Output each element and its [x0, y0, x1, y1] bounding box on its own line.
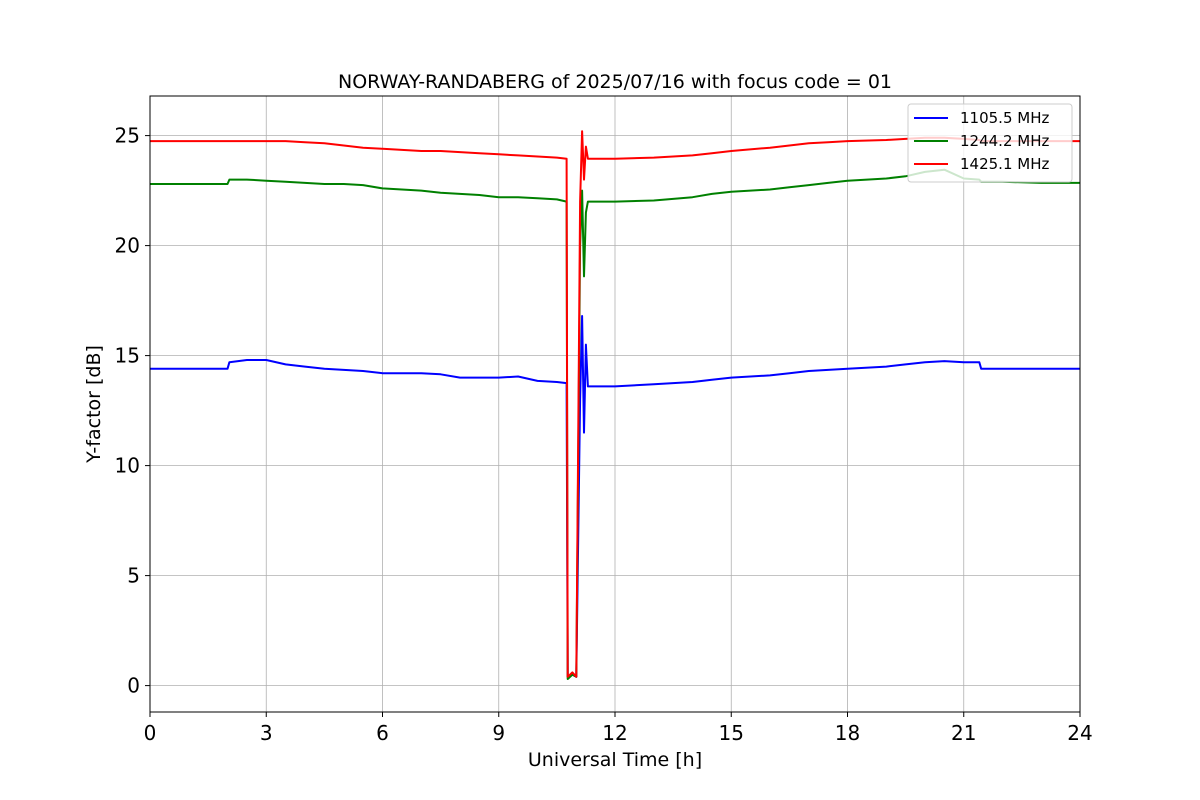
y-tick-label: 10 [115, 454, 140, 478]
legend-label-3: 1425.1 MHz [960, 155, 1049, 173]
y-axis-label: Y-factor [dB] [83, 345, 105, 464]
x-tick-label: 0 [144, 721, 157, 745]
x-tick-label: 15 [719, 721, 744, 745]
x-tick-label: 18 [835, 721, 860, 745]
y-tick-label: 20 [115, 234, 140, 258]
x-tick-label: 9 [492, 721, 505, 745]
x-tick-label: 3 [260, 721, 273, 745]
x-tick-label: 21 [951, 721, 976, 745]
x-tick-label: 6 [376, 721, 389, 745]
y-tick-label: 15 [115, 344, 140, 368]
x-tick-label: 24 [1067, 721, 1092, 745]
series-layer [150, 130, 1080, 680]
x-tick-label: 12 [602, 721, 627, 745]
legend-box [907, 103, 1073, 183]
legend-label-2: 1244.2 MHz [960, 132, 1049, 150]
x-axis-label: Universal Time [h] [528, 749, 702, 771]
legend-label-1: 1105.5 MHz [960, 109, 1049, 127]
series-line-3 [150, 130, 1080, 678]
ticks: 0 3 6 9 12 15 18 21 24 0 5 10 15 20 25 [115, 124, 1093, 745]
y-tick-label: 25 [115, 124, 140, 148]
y-tick-label: 5 [127, 564, 140, 588]
chart-title: NORWAY-RANDABERG of 2025/07/16 with focu… [338, 71, 892, 93]
y-tick-label: 0 [127, 674, 140, 698]
legend: 1105.5 MHz 1244.2 MHz 1425.1 MHz [907, 103, 1073, 183]
